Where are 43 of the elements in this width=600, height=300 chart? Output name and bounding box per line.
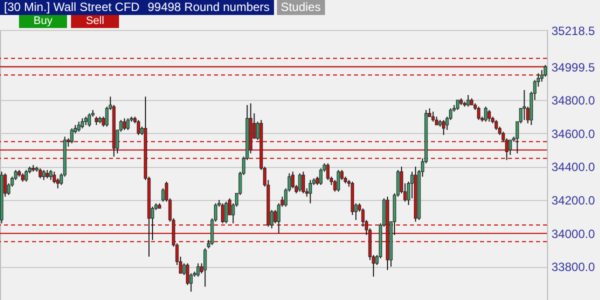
candlestick — [136, 120, 140, 136]
y-tick-label: 34800.0 — [552, 94, 596, 108]
y-tick-label: 34200.0 — [552, 194, 596, 208]
candlestick — [431, 111, 435, 122]
candlestick — [484, 106, 488, 122]
y-tick-label: 33800.0 — [552, 260, 596, 274]
candlestick — [70, 128, 74, 144]
candlestick — [508, 140, 512, 156]
candlestick — [221, 202, 224, 224]
candlestick — [308, 180, 312, 204]
candlestick — [38, 168, 42, 179]
candlestick — [24, 170, 28, 182]
candlestick — [42, 170, 46, 180]
menu-button: Studies — [276, 0, 325, 15]
candlestick — [298, 172, 302, 192]
candlestick — [466, 94, 470, 108]
candlestick — [302, 171, 305, 194]
candlestick — [442, 120, 446, 136]
candlestick — [196, 262, 200, 278]
candlestick — [456, 100, 460, 110]
candlestick — [488, 110, 491, 122]
candlestick — [522, 90, 526, 120]
y-tick-label: 34999.5 — [552, 60, 596, 74]
chart-title: [30 Min.] Wall Street CFD — [0, 0, 144, 15]
candlestick — [224, 201, 228, 224]
y-tick-label: 34600.0 — [552, 126, 596, 141]
sell-button: Sell — [71, 15, 119, 28]
y-tick-label: 35218.5 — [552, 24, 596, 38]
candlestick — [203, 248, 207, 288]
candlestick — [77, 121, 80, 132]
candlestick — [122, 118, 126, 130]
buy-button: Buy — [19, 15, 67, 28]
candlestick — [319, 168, 322, 186]
candlestick — [544, 64, 547, 78]
y-tick-label: 34000.0 — [552, 226, 596, 241]
candlestick — [477, 106, 480, 120]
candlestick — [88, 112, 91, 128]
candlestick — [49, 170, 52, 180]
y-tick-label: 34400.0 — [552, 160, 596, 174]
candlestick — [80, 118, 84, 129]
candlestick — [336, 170, 340, 192]
candlestick — [126, 118, 130, 130]
chart-subtitle: 99498 Round numbers — [144, 0, 274, 15]
